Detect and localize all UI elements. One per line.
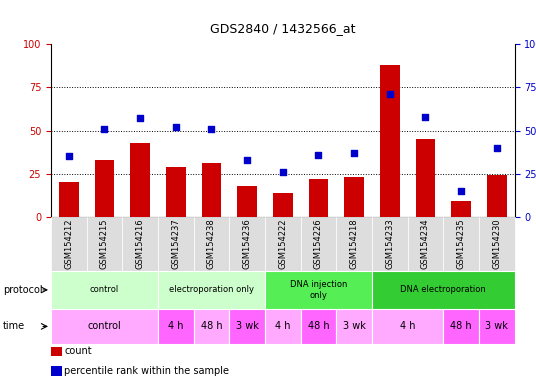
Text: 4 h: 4 h — [400, 321, 415, 331]
Text: protocol: protocol — [3, 285, 42, 295]
Bar — [51, 271, 158, 309]
Text: 4 h: 4 h — [168, 321, 183, 331]
Text: count: count — [64, 346, 92, 356]
Bar — [229, 217, 265, 271]
Bar — [273, 193, 293, 217]
Bar — [158, 217, 193, 271]
Bar — [443, 217, 479, 271]
Bar — [487, 175, 507, 217]
Point — [100, 126, 109, 132]
Bar — [51, 309, 158, 344]
Text: 3 wk: 3 wk — [343, 321, 366, 331]
Bar — [336, 309, 372, 344]
Point — [136, 115, 144, 121]
Point — [172, 124, 180, 130]
Bar — [166, 167, 185, 217]
Text: GSM154235: GSM154235 — [457, 218, 466, 269]
Bar — [193, 217, 229, 271]
Text: GSM154233: GSM154233 — [385, 218, 394, 269]
Point — [350, 150, 359, 156]
Bar — [202, 164, 221, 217]
Bar — [479, 309, 515, 344]
Point — [457, 188, 465, 194]
Bar — [122, 217, 158, 271]
Bar — [372, 309, 443, 344]
Bar — [95, 160, 114, 217]
Point — [493, 145, 501, 151]
Bar — [130, 143, 150, 217]
Text: GSM154238: GSM154238 — [207, 218, 216, 269]
Text: DNA electroporation: DNA electroporation — [400, 285, 486, 295]
Text: GSM154215: GSM154215 — [100, 218, 109, 269]
Text: 48 h: 48 h — [200, 321, 222, 331]
Text: GSM154236: GSM154236 — [243, 218, 251, 269]
Bar — [301, 217, 336, 271]
Text: control: control — [90, 285, 119, 295]
Bar — [344, 177, 364, 217]
Bar — [380, 65, 399, 217]
Text: 3 wk: 3 wk — [236, 321, 258, 331]
Point — [314, 152, 323, 158]
Bar — [265, 271, 372, 309]
Text: time: time — [3, 321, 25, 331]
Point — [278, 169, 287, 175]
Text: GSM154216: GSM154216 — [136, 218, 145, 269]
Bar — [265, 217, 301, 271]
Bar — [309, 179, 328, 217]
Text: electroporation only: electroporation only — [169, 285, 254, 295]
Bar — [407, 217, 443, 271]
Bar — [193, 309, 229, 344]
Bar — [265, 309, 301, 344]
Bar — [158, 309, 193, 344]
Point — [64, 154, 73, 160]
Point — [207, 126, 215, 132]
Text: GDS2840 / 1432566_at: GDS2840 / 1432566_at — [210, 22, 355, 35]
Text: GSM154218: GSM154218 — [349, 218, 359, 269]
Text: control: control — [87, 321, 121, 331]
Text: 3 wk: 3 wk — [485, 321, 508, 331]
Text: 4 h: 4 h — [275, 321, 291, 331]
Bar — [372, 271, 515, 309]
Text: 48 h: 48 h — [450, 321, 472, 331]
Text: GSM154212: GSM154212 — [64, 218, 73, 269]
Text: GSM154226: GSM154226 — [314, 218, 323, 269]
Bar — [158, 271, 265, 309]
Bar — [87, 217, 122, 271]
Text: DNA injection
only: DNA injection only — [290, 280, 347, 300]
Bar — [479, 217, 515, 271]
Bar — [451, 202, 471, 217]
Bar — [372, 217, 407, 271]
Point — [421, 114, 430, 120]
Bar — [443, 309, 479, 344]
Text: percentile rank within the sample: percentile rank within the sample — [64, 366, 229, 376]
Point — [385, 91, 394, 98]
Bar — [59, 182, 79, 217]
Bar — [336, 217, 372, 271]
Bar — [301, 309, 336, 344]
Bar — [237, 186, 257, 217]
Text: GSM154237: GSM154237 — [171, 218, 180, 269]
Text: 48 h: 48 h — [308, 321, 329, 331]
Text: GSM154222: GSM154222 — [278, 218, 287, 269]
Bar — [415, 139, 435, 217]
Text: GSM154230: GSM154230 — [492, 218, 501, 269]
Bar — [51, 217, 87, 271]
Point — [243, 157, 251, 163]
Text: GSM154234: GSM154234 — [421, 218, 430, 269]
Bar — [229, 309, 265, 344]
